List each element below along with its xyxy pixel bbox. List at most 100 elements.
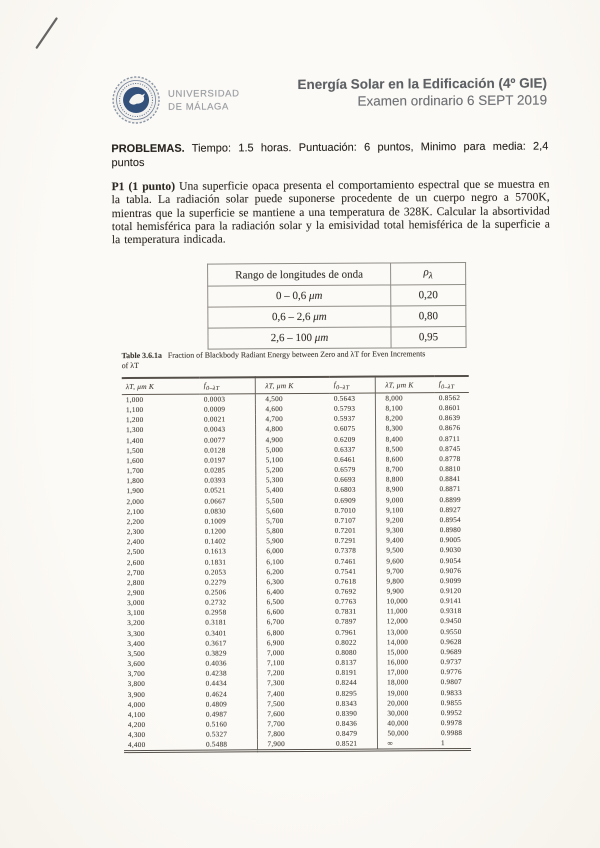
lambda-t-value: 6,000 bbox=[266, 547, 284, 556]
lambda-t-value: 4,600 bbox=[265, 405, 283, 414]
table-row: 0,6 – 2,6 μm 0,80 bbox=[207, 305, 466, 329]
lambda-t-value: 5,600 bbox=[266, 506, 284, 515]
fraction-value: 0.9988 bbox=[440, 729, 463, 738]
rho-column-header: ρλ bbox=[390, 262, 466, 285]
fraction-header: f0–λT bbox=[329, 376, 375, 394]
fraction-value: 0.5937 bbox=[329, 413, 376, 425]
lambda-t-value: 6,900 bbox=[266, 638, 285, 647]
fraction-value: 0.9141 bbox=[440, 597, 462, 606]
wavelength-range: 0 – 0,6 μm bbox=[207, 284, 391, 308]
p1-label: P1 (1 punto) bbox=[111, 179, 176, 194]
fraction-header: f0–λT bbox=[199, 377, 255, 395]
caption-line2: of λT bbox=[121, 360, 139, 370]
fraction-value: 0.0021 bbox=[199, 414, 256, 426]
lambda-t-value: 2,600 bbox=[126, 558, 145, 567]
lambda-t-value: 8,400 bbox=[385, 434, 404, 444]
lambda-t-value: 9,200 bbox=[386, 516, 404, 525]
fraction-value: 0.8137 bbox=[331, 657, 377, 669]
fraction-value: 0.8639 bbox=[438, 414, 461, 423]
p1-text: Una superficie opaca presenta el comport… bbox=[111, 177, 550, 247]
fraction-value: 0.6803 bbox=[330, 484, 376, 496]
fraction-value: 0.6209 bbox=[330, 434, 376, 445]
lambda-t-value: 9,000 bbox=[385, 495, 404, 505]
spectral-properties-table: Rango de longitudes de onda ρλ 0 – 0,6 μ… bbox=[207, 262, 467, 350]
lambda-t-value: 3,900 bbox=[127, 690, 146, 699]
fraction-value: 0.9689 bbox=[440, 647, 462, 657]
fraction-value: 0.6461 bbox=[330, 454, 376, 465]
fraction-value: 0.8927 bbox=[439, 505, 461, 514]
fraction-value: 0.5488 bbox=[201, 739, 258, 752]
lambda-t-value: 2,700 bbox=[126, 568, 145, 577]
lambda-t-value: 10,000 bbox=[386, 597, 408, 606]
lambda-t-value: 1,600 bbox=[126, 456, 144, 466]
lambda-t-value: 5,900 bbox=[266, 537, 284, 546]
fraction-value: 0.4036 bbox=[201, 658, 257, 669]
fraction-value: 0.8436 bbox=[331, 718, 377, 729]
fraction-value: 0.0197 bbox=[200, 455, 256, 466]
lambda-t-value: 8,800 bbox=[385, 475, 404, 484]
lambda-t-value: 9,100 bbox=[386, 506, 404, 515]
university-seal-logo bbox=[112, 76, 160, 124]
fraction-value: 0.0003 bbox=[199, 393, 255, 405]
lambda-t-value: 2,200 bbox=[126, 517, 145, 526]
lambda-t-value: 3,600 bbox=[127, 660, 145, 669]
fraction-value: 0.6693 bbox=[330, 474, 376, 486]
lambda-t-value: 2,500 bbox=[126, 548, 145, 557]
lambda-t-value: 6,400 bbox=[266, 588, 285, 597]
fraction-value: 0.9855 bbox=[440, 698, 463, 707]
lambda-t-value: 7,200 bbox=[267, 669, 285, 678]
fraction-value: 0.8244 bbox=[331, 677, 377, 689]
fraction-value: 0.4624 bbox=[201, 688, 257, 700]
fraction-value: 0.0393 bbox=[200, 475, 256, 487]
lambda-t-header: λT, μm K bbox=[374, 376, 435, 394]
course-title: Energía Solar en la Edificación (4º GIE) bbox=[297, 75, 548, 93]
lambda-t-value: 7,100 bbox=[266, 659, 285, 668]
exam-header: Energía Solar en la Edificación (4º GIE)… bbox=[297, 75, 547, 110]
fraction-value: 0.9952 bbox=[440, 708, 463, 717]
lambda-t-value: 2,100 bbox=[126, 507, 145, 516]
range-column-header: Rango de longitudes de onda bbox=[207, 262, 391, 287]
blackbody-table-caption: Table 3.6.1a Fraction of Blackbody Radian… bbox=[122, 349, 462, 370]
rho-value: 0,20 bbox=[390, 284, 466, 306]
fraction-value: 0.9550 bbox=[440, 627, 462, 636]
rho-value: 0,95 bbox=[390, 326, 467, 348]
fraction-value: 0.0009 bbox=[199, 404, 255, 415]
lambda-t-value: 6,500 bbox=[266, 598, 285, 607]
fraction-value: 0.1009 bbox=[200, 516, 256, 527]
problems-statement: PROBLEMAS. Tiempo: 1.5 horas. Puntuación… bbox=[111, 139, 548, 170]
fraction-value: 0.8562 bbox=[438, 394, 461, 403]
fraction-value: 0.1831 bbox=[200, 556, 256, 568]
fraction-value: 0.4238 bbox=[201, 668, 257, 679]
lambda-t-value: 1,100 bbox=[125, 406, 144, 415]
fraction-value: 0.0043 bbox=[200, 424, 256, 436]
lambda-t-value: 30,000 bbox=[387, 709, 409, 718]
lambda-t-value: 5,500 bbox=[265, 496, 284, 505]
lambda-t-value: 40,000 bbox=[387, 719, 409, 728]
caption-label: Table 3.6.1a bbox=[121, 350, 162, 361]
lambda-t-value: 5,400 bbox=[265, 486, 284, 495]
fraction-value: 0.8343 bbox=[331, 698, 377, 709]
fraction-value: 0.8899 bbox=[439, 495, 461, 504]
fraction-value: 0.4987 bbox=[201, 709, 257, 720]
fraction-value: 0.8080 bbox=[331, 647, 377, 658]
lambda-t-value: 8,700 bbox=[385, 465, 404, 474]
lambda-t-value: 16,000 bbox=[386, 658, 409, 667]
logo-line1: UNIVERSIDAD bbox=[167, 88, 240, 100]
fraction-value: 0.8295 bbox=[331, 688, 377, 699]
fraction-value: 0.1613 bbox=[200, 546, 256, 558]
lambda-t-value: 5,300 bbox=[265, 476, 284, 485]
lambda-t-value: 3,200 bbox=[127, 619, 145, 628]
fraction-value: 0.8676 bbox=[439, 424, 461, 433]
fraction-value: 0.2279 bbox=[200, 577, 257, 588]
fraction-value: 0.9099 bbox=[439, 576, 462, 585]
lambda-t-value: 6,300 bbox=[266, 577, 284, 587]
fraction-value: 0.0077 bbox=[200, 434, 256, 446]
fraction-value: 0.5643 bbox=[329, 393, 375, 404]
fraction-value: 0.4809 bbox=[201, 698, 257, 710]
fraction-value: 0.7692 bbox=[331, 586, 377, 597]
fraction-value: 0.8711 bbox=[439, 434, 461, 443]
lambda-t-value: 6,200 bbox=[266, 567, 284, 576]
fraction-value: 0.2506 bbox=[201, 587, 257, 598]
problem-p1: P1 (1 punto) Una superficie opaca presen… bbox=[112, 177, 550, 246]
fraction-value: 0.8390 bbox=[331, 708, 377, 719]
